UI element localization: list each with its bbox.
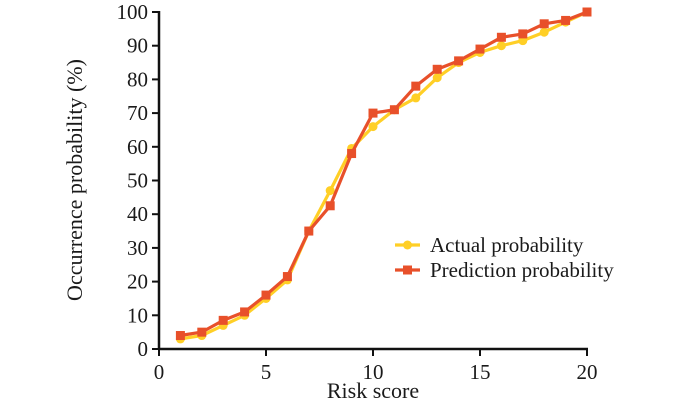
- series-prediction-probability: [175, 7, 592, 341]
- y-tick-label: 100: [117, 0, 149, 24]
- data-point: [175, 331, 185, 341]
- y-tick-label: 70: [127, 101, 148, 125]
- data-point: [539, 19, 549, 29]
- data-point: [389, 105, 399, 115]
- data-point: [368, 108, 378, 118]
- x-tick-label: 15: [470, 360, 491, 384]
- y-axis-title: Occurrence probability (%): [62, 59, 87, 301]
- data-point: [411, 81, 421, 91]
- y-tick-label: 60: [127, 135, 148, 159]
- data-point: [261, 290, 271, 300]
- y-tick-label: 10: [127, 303, 148, 327]
- data-point: [432, 73, 442, 83]
- data-point: [496, 32, 506, 42]
- y-tick-label: 20: [127, 270, 148, 294]
- data-point: [304, 226, 314, 236]
- x-axis-title: Risk score: [327, 378, 419, 403]
- x-tick-label: 10: [363, 360, 384, 384]
- data-point: [218, 315, 228, 325]
- legend-item: Actual probability: [395, 233, 584, 257]
- data-point: [325, 186, 335, 196]
- y-tick-label: 90: [127, 34, 148, 58]
- legend-label: Actual probability: [430, 233, 584, 257]
- series-line: [180, 10, 588, 341]
- x-tick-label: 20: [577, 360, 598, 384]
- legend-label: Prediction probability: [430, 258, 614, 282]
- data-point: [454, 56, 464, 66]
- x-tick-label: 5: [261, 360, 272, 384]
- axes: 0 10 20 30 40 50 60 70 80 90 100 0 5 10 15 20: [117, 0, 598, 384]
- data-point: [475, 44, 485, 54]
- series-line: [180, 10, 588, 338]
- data-point: [496, 41, 506, 51]
- data-point: [582, 7, 592, 17]
- data-point: [197, 327, 207, 337]
- data-point: [561, 15, 571, 25]
- y-tick-label: 30: [127, 236, 148, 260]
- data-point: [325, 201, 335, 211]
- data-point: [518, 29, 528, 39]
- data-point: [282, 272, 292, 282]
- y-tick-label: 80: [127, 67, 148, 91]
- series-actual-probability: [175, 7, 592, 344]
- data-point: [368, 122, 378, 132]
- legend-item: Prediction probability: [395, 258, 614, 282]
- data-point: [539, 27, 549, 37]
- legend-marker: [403, 240, 412, 250]
- legend-marker: [403, 265, 412, 275]
- y-tick-label: 50: [127, 169, 148, 193]
- data-point: [347, 149, 357, 159]
- y-tick-label: 0: [138, 337, 149, 361]
- data-point: [432, 64, 442, 74]
- data-point: [240, 307, 250, 317]
- series-layer: [175, 7, 592, 344]
- x-tick-label: 0: [154, 360, 165, 384]
- data-point: [411, 93, 421, 103]
- y-tick-label: 40: [127, 202, 148, 226]
